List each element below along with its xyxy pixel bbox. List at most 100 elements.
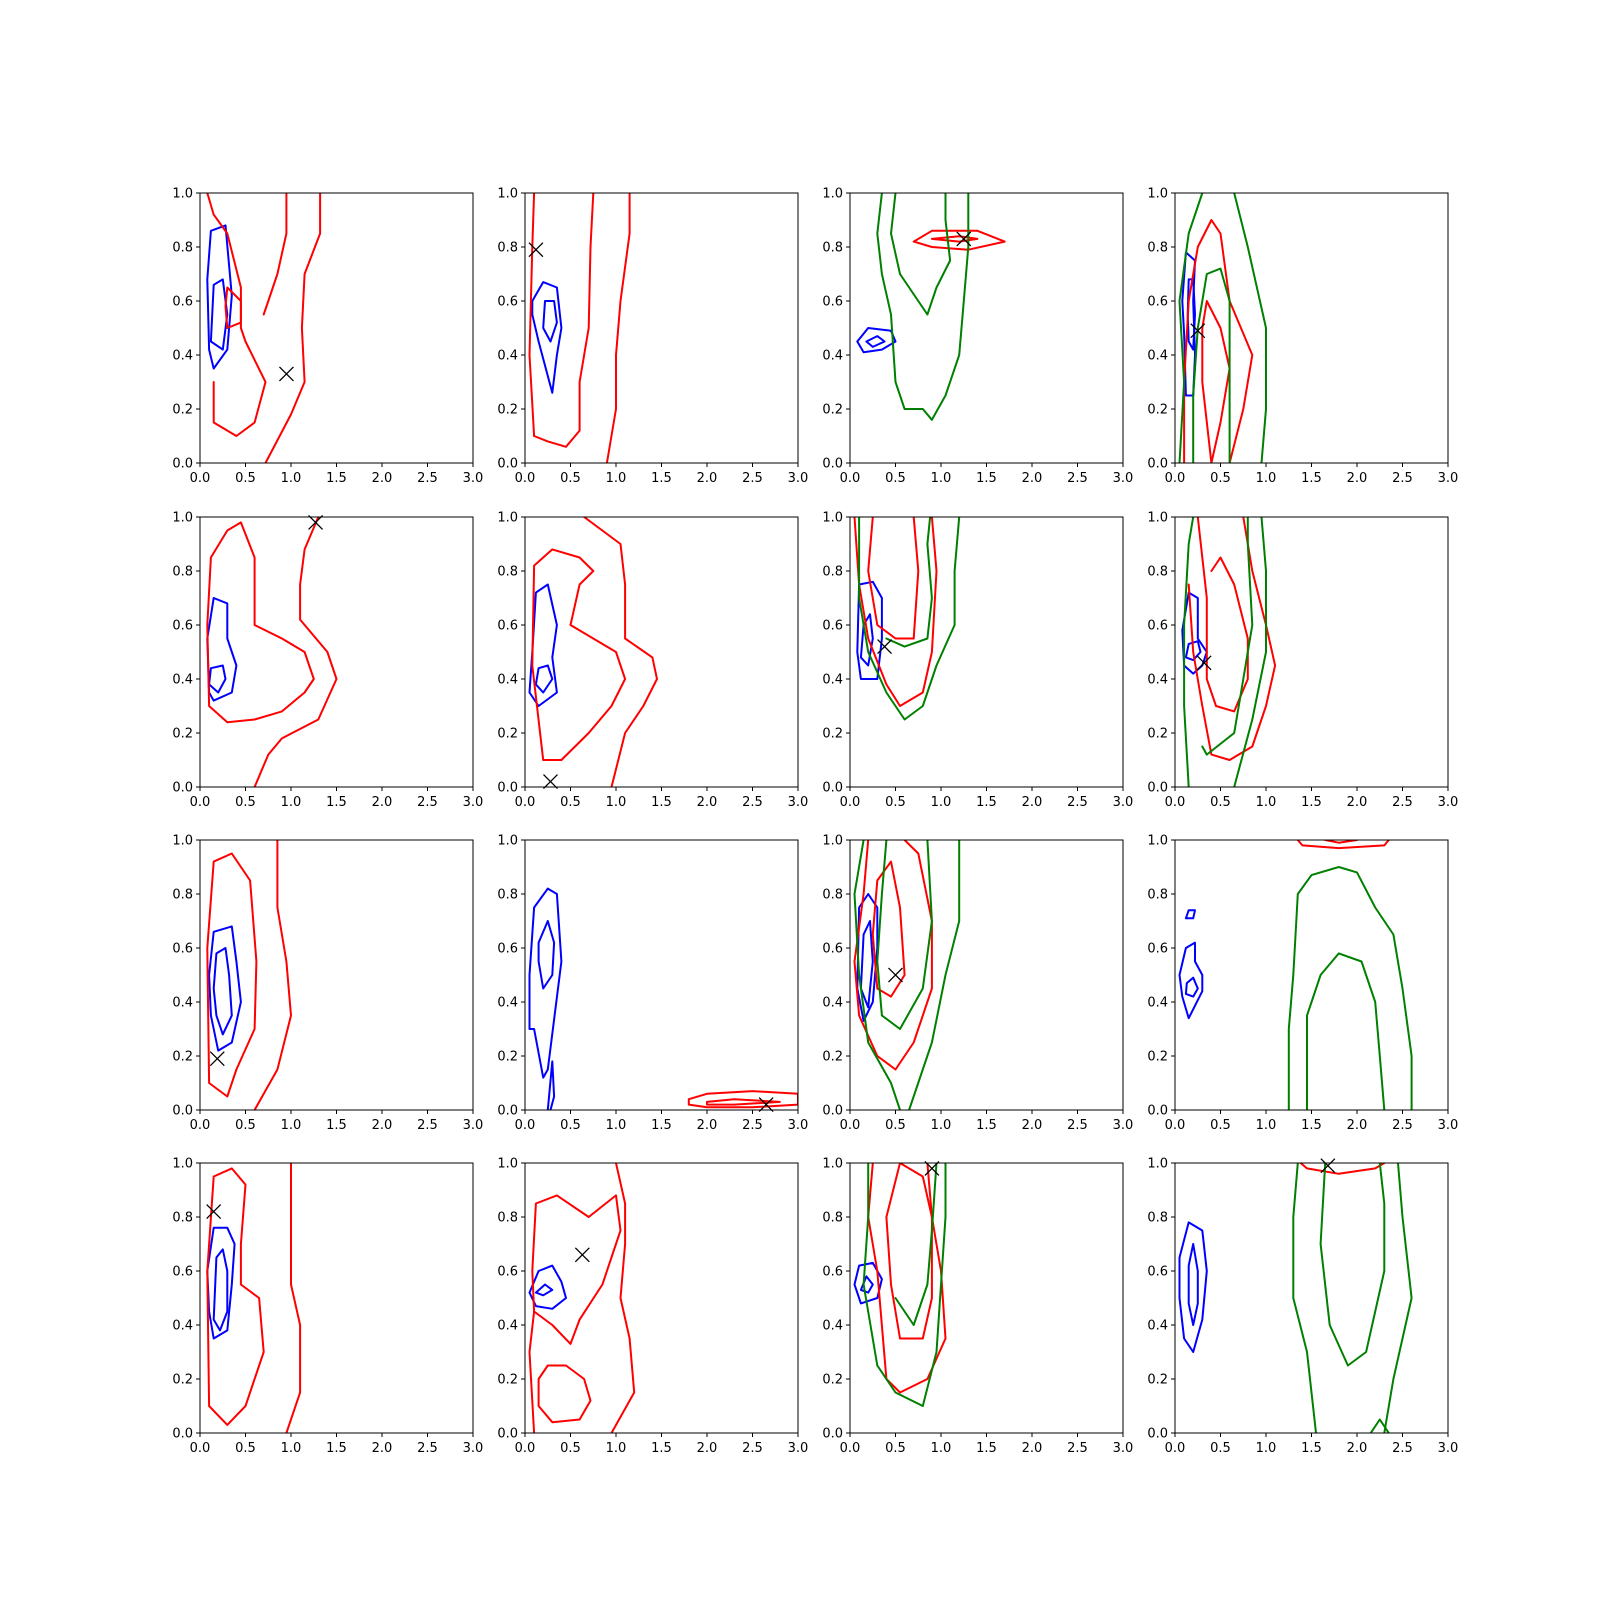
axes-frame — [849, 1162, 1124, 1434]
y-tick-label: 0.4 — [822, 996, 843, 1011]
red-contour — [912, 229, 1006, 251]
y-tick-label: 0.6 — [497, 619, 518, 634]
y-tick-label: 0.2 — [497, 1373, 518, 1388]
green-contour — [853, 893, 901, 1110]
x-tick-label: 0.5 — [1210, 1118, 1231, 1133]
y-tick-label: 1.0 — [1147, 511, 1168, 526]
y-tick-label: 0.6 — [822, 1265, 843, 1280]
blue-contour — [528, 887, 563, 1079]
y-tick-label: 0.0 — [497, 1427, 518, 1442]
subplot-r2-c1: 0.0 0.5 1.0 1.5 2.0 2.5 3.0 0.0 0.2 0.4 0.6 0.8 1.0 — [172, 511, 483, 811]
subplot-r4-c2: 0.0 0.5 1.0 1.5 2.0 2.5 3.0 0.0 0.2 0.4 0.6 0.8 1.0 — [497, 1157, 808, 1457]
x-tick-label: 3.0 — [1438, 795, 1459, 810]
y-tick-label: 1.0 — [172, 1157, 193, 1172]
x-tick-label: 0.0 — [840, 795, 861, 810]
y-tick-label: 0.4 — [497, 996, 518, 1011]
red-contour — [262, 193, 288, 316]
x-tick-label: 2.0 — [697, 1118, 718, 1133]
y-tick-label: 0.8 — [1147, 565, 1168, 580]
x-tick-label: 0.5 — [885, 471, 906, 486]
x-marker — [956, 231, 972, 247]
subplot-r2-c2: 0.0 0.5 1.0 1.5 2.0 2.5 3.0 0.0 0.2 0.4 0.6 0.8 1.0 — [497, 511, 808, 811]
y-tick-label: 0.0 — [172, 457, 193, 472]
y-tick-label: 0.6 — [1147, 295, 1168, 310]
blue-contour — [1184, 640, 1202, 662]
y-tick-label: 0.2 — [1147, 403, 1168, 418]
red-contour — [605, 193, 631, 463]
red-contour — [1201, 300, 1231, 463]
y-tick-label: 0.4 — [822, 1319, 843, 1334]
subplot-r3-c2: 0.0 0.5 1.0 1.5 2.0 2.5 3.0 0.0 0.2 0.4 0.6 0.8 1.0 — [497, 834, 808, 1134]
x-tick-label: 3.0 — [1438, 471, 1459, 486]
x-tick-label: 2.0 — [372, 795, 393, 810]
x-tick-label: 3.0 — [463, 1118, 484, 1133]
red-contour — [1187, 517, 1277, 761]
x-tick-label: 2.5 — [1392, 795, 1413, 810]
y-tick-label: 0.6 — [172, 619, 193, 634]
y-tick-label: 0.0 — [497, 457, 518, 472]
red-contour — [1196, 517, 1249, 713]
y-tick-label: 0.2 — [172, 727, 193, 742]
plot-area — [206, 840, 292, 1110]
y-tick-label: 0.6 — [172, 295, 193, 310]
x-tick-label: 3.0 — [1113, 795, 1134, 810]
red-contour — [285, 1163, 302, 1433]
y-tick-label: 0.4 — [172, 1319, 193, 1334]
y-tick-label: 0.8 — [497, 1211, 518, 1226]
y-tick-label: 0.4 — [1147, 1319, 1168, 1334]
x-tick-label: 3.0 — [788, 1118, 809, 1133]
x-tick-label: 0.5 — [1210, 1441, 1231, 1456]
x-tick-label: 2.5 — [1392, 1441, 1413, 1456]
y-tick-label: 0.4 — [497, 349, 518, 364]
red-contour — [531, 1194, 622, 1345]
x-tick-label: 1.0 — [1256, 1118, 1277, 1133]
x-tick-label: 0.5 — [235, 1118, 256, 1133]
green-contour — [1178, 193, 1204, 463]
plot-area — [1178, 1163, 1413, 1433]
x-marker — [1320, 1158, 1336, 1174]
y-tick-label: 0.2 — [822, 403, 843, 418]
x-tick-label: 0.0 — [515, 795, 536, 810]
x-tick-label: 2.0 — [1022, 1118, 1043, 1133]
red-contour — [1183, 219, 1254, 463]
x-tick-label: 1.5 — [326, 1118, 347, 1133]
green-contour — [880, 840, 933, 1030]
x-marker — [308, 514, 324, 530]
x-tick-label: 3.0 — [1113, 1441, 1134, 1456]
green-contour — [908, 840, 961, 1110]
axes-frame — [199, 1162, 474, 1434]
blue-contour — [853, 1261, 883, 1305]
x-marker — [209, 1051, 225, 1067]
subplot-r2-c3: 0.0 0.5 1.0 1.5 2.0 2.5 3.0 0.0 0.2 0.4 0.6 0.8 1.0 — [822, 511, 1133, 811]
green-contour — [1369, 1418, 1390, 1433]
x-tick-label: 3.0 — [1113, 471, 1134, 486]
x-tick-label: 0.0 — [1165, 471, 1186, 486]
x-tick-label: 2.5 — [1067, 795, 1088, 810]
x-tick-label: 2.0 — [1347, 1118, 1368, 1133]
x-tick-label: 2.5 — [417, 1441, 438, 1456]
x-tick-label: 3.0 — [463, 471, 484, 486]
red-contour — [1324, 840, 1358, 844]
x-tick-label: 3.0 — [1438, 1441, 1459, 1456]
red-contour — [528, 1310, 536, 1433]
blue-contour — [1181, 251, 1196, 397]
x-tick-label: 1.0 — [281, 1441, 302, 1456]
y-tick-label: 0.2 — [172, 1050, 193, 1065]
x-marker — [543, 774, 558, 790]
x-tick-label: 1.5 — [651, 471, 672, 486]
x-tick-label: 0.5 — [560, 1118, 581, 1133]
subplot-r4-c1: 0.0 0.5 1.0 1.5 2.0 2.5 3.0 0.0 0.2 0.4 0.6 0.8 1.0 — [172, 1157, 483, 1457]
y-tick-label: 0.6 — [497, 942, 518, 957]
x-tick-label: 3.0 — [463, 795, 484, 810]
x-marker — [1190, 323, 1206, 339]
y-tick-label: 0.8 — [172, 1211, 193, 1226]
y-tick-label: 1.0 — [497, 1157, 518, 1172]
blue-contour — [1184, 909, 1196, 920]
blue-contour — [208, 925, 242, 1052]
blue-contour — [865, 335, 886, 348]
red-contour — [583, 517, 658, 787]
x-tick-label: 0.0 — [515, 1441, 536, 1456]
x-marker — [758, 1097, 774, 1113]
red-contour — [1296, 840, 1390, 850]
x-tick-label: 0.5 — [235, 471, 256, 486]
